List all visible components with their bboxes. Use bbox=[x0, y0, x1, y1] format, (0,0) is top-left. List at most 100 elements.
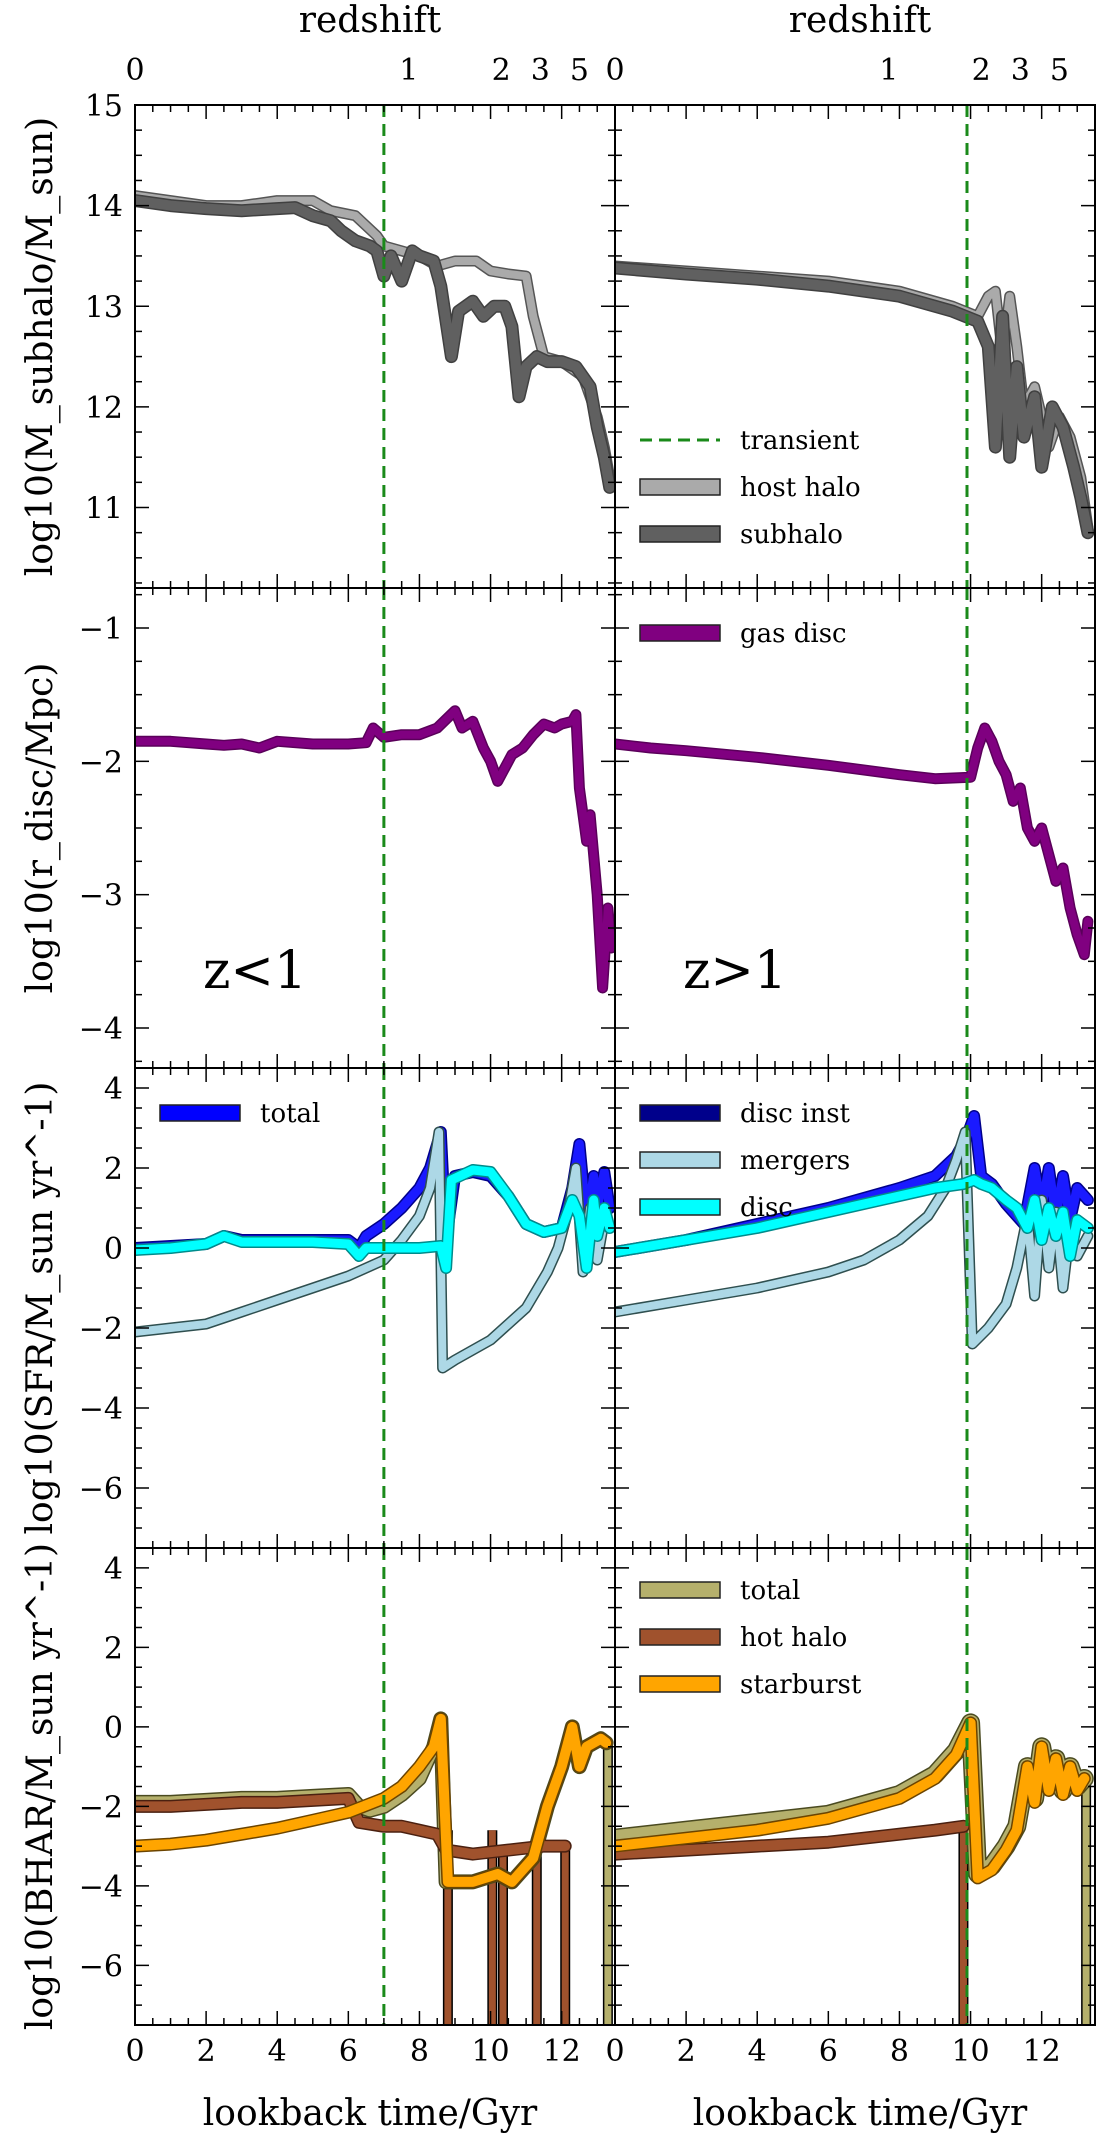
y-tick-label: −3 bbox=[79, 879, 123, 914]
x-tick-label: 0 bbox=[125, 2034, 144, 2069]
xlabel-left: lookback time/Gyr bbox=[203, 2093, 538, 2134]
legend-label: subhalo bbox=[740, 520, 843, 550]
x-tick-label: 12 bbox=[1023, 2034, 1061, 2069]
redshift-tick-label: 5 bbox=[570, 53, 589, 88]
panel-frame bbox=[134, 1067, 616, 1549]
y-tick-label: −1 bbox=[79, 612, 123, 647]
plot-area bbox=[615, 105, 1095, 588]
plot-area bbox=[615, 588, 1094, 1068]
panel-frame bbox=[614, 1067, 1096, 1549]
plot-area bbox=[135, 1068, 615, 1548]
redshift-tick-label: 1 bbox=[879, 53, 898, 88]
series-outline bbox=[615, 722, 1094, 961]
legend-swatch bbox=[639, 1628, 721, 1646]
legend-label: total bbox=[740, 1576, 800, 1606]
x-tick-label: 10 bbox=[951, 2034, 989, 2069]
plot-area bbox=[135, 105, 615, 588]
redshift-regime-label: z>1 bbox=[683, 941, 787, 1001]
series-line bbox=[615, 1175, 1093, 1261]
y-tick-label: 15 bbox=[85, 89, 123, 124]
ylabel: log10(r_disc/Mpc) bbox=[20, 663, 61, 994]
panel-frame bbox=[614, 104, 1096, 589]
redshift-tick-label: 3 bbox=[531, 53, 550, 88]
panel: transient host halo subhalo bbox=[614, 104, 1096, 589]
legend-swatch bbox=[639, 624, 721, 642]
legend-label: gas disc bbox=[740, 619, 847, 649]
legend-label: transient bbox=[740, 426, 860, 456]
y-tick-label: 0 bbox=[104, 1711, 123, 1746]
redshift-tick-label: 5 bbox=[1050, 53, 1069, 88]
panel: 0 2 4 6 8 10 12 total hot halo starburst bbox=[605, 1547, 1096, 2069]
redshift-tick-label: 3 bbox=[1011, 53, 1030, 88]
x-tick-label: 10 bbox=[471, 2034, 509, 2069]
y-tick-label: −2 bbox=[79, 745, 123, 780]
redshift-tick-label: 0 bbox=[605, 53, 624, 88]
plot-area bbox=[135, 588, 615, 1068]
y-tick-label: −6 bbox=[79, 1472, 123, 1507]
series-line bbox=[615, 1821, 969, 1860]
legend-label: disc bbox=[740, 1193, 793, 1223]
ylabel: log10(SFR/M_sun yr^-1) bbox=[20, 1082, 61, 1535]
x-tick-label: 2 bbox=[677, 2034, 696, 2069]
series-line bbox=[135, 1793, 571, 1860]
panel-frame bbox=[134, 1547, 616, 2026]
redshift-regime-label: z<1 bbox=[203, 941, 307, 1001]
y-tick-label: 11 bbox=[85, 492, 123, 527]
redshift-label-left: redshift bbox=[299, 0, 442, 41]
x-tick-label: 4 bbox=[748, 2034, 767, 2069]
y-tick-label: 0 bbox=[104, 1232, 123, 1267]
legend-swatch bbox=[639, 478, 721, 496]
legend-swatch bbox=[639, 1198, 721, 1216]
legend-swatch bbox=[639, 1104, 721, 1122]
y-tick-label: −4 bbox=[79, 1392, 123, 1427]
y-tick-label: 12 bbox=[85, 391, 123, 426]
series-line bbox=[615, 1111, 1093, 1257]
x-tick-label: 8 bbox=[890, 2034, 909, 2069]
ylabel: log10(BHAR/M_sun yr^-1) bbox=[20, 1543, 61, 2030]
y-tick-label: −6 bbox=[79, 1949, 123, 1984]
legend-swatch bbox=[639, 1675, 721, 1693]
legend-label: mergers bbox=[740, 1146, 850, 1176]
ylabel: log10(M_subhalo/M_sun) bbox=[20, 117, 61, 576]
legend-label: disc inst bbox=[740, 1099, 851, 1129]
series-line bbox=[135, 195, 615, 493]
plot-area bbox=[615, 1548, 1094, 2025]
legend-swatch bbox=[159, 1104, 241, 1122]
redshift-tick-label: 1 bbox=[399, 53, 418, 88]
legend-label: starburst bbox=[740, 1670, 862, 1700]
x-tick-label: 2 bbox=[197, 2034, 216, 2069]
series-line bbox=[615, 724, 1092, 959]
panel: 0 2 4 6 8 10 12 −6 −4 −2 0 2 4 bbox=[79, 1547, 616, 2069]
axis-labels: redshift redshift lookback time/Gyr look… bbox=[203, 0, 1028, 2134]
y-tick-label: 2 bbox=[104, 1631, 123, 1666]
x-tick-label: 4 bbox=[268, 2034, 287, 2069]
y-tick-label: −2 bbox=[79, 1790, 123, 1825]
redshift-tick-label: 0 bbox=[125, 53, 144, 88]
x-tick-label: 6 bbox=[819, 2034, 838, 2069]
plot-area bbox=[615, 1068, 1094, 1548]
series-line bbox=[615, 263, 1093, 538]
x-tick-label: 6 bbox=[339, 2034, 358, 2069]
panel: 11 12 13 14 15 bbox=[85, 89, 616, 589]
y-tick-label: −4 bbox=[79, 1870, 123, 1905]
panel: −4 −3 −2 −1 z<1 bbox=[79, 587, 616, 1069]
y-tick-label: 13 bbox=[85, 290, 123, 325]
redshift-tick-label: 2 bbox=[972, 53, 991, 88]
series-line bbox=[135, 706, 615, 992]
redshift-tick-label: 2 bbox=[492, 53, 511, 88]
x-tick-label: 0 bbox=[605, 2034, 624, 2069]
series-outline bbox=[615, 1110, 1094, 1258]
series-line bbox=[135, 1713, 612, 1887]
y-tick-label: −2 bbox=[79, 1312, 123, 1347]
legend-label: total bbox=[260, 1099, 320, 1129]
series-line bbox=[135, 1165, 615, 1273]
series-outline bbox=[135, 1164, 615, 1274]
legend-swatch bbox=[639, 525, 721, 543]
x-tick-label: 12 bbox=[543, 2034, 581, 2069]
y-tick-label: 4 bbox=[104, 1072, 123, 1107]
legend-swatch bbox=[639, 1151, 721, 1169]
series-line bbox=[615, 1717, 1090, 1883]
plot-area bbox=[135, 1548, 614, 2025]
